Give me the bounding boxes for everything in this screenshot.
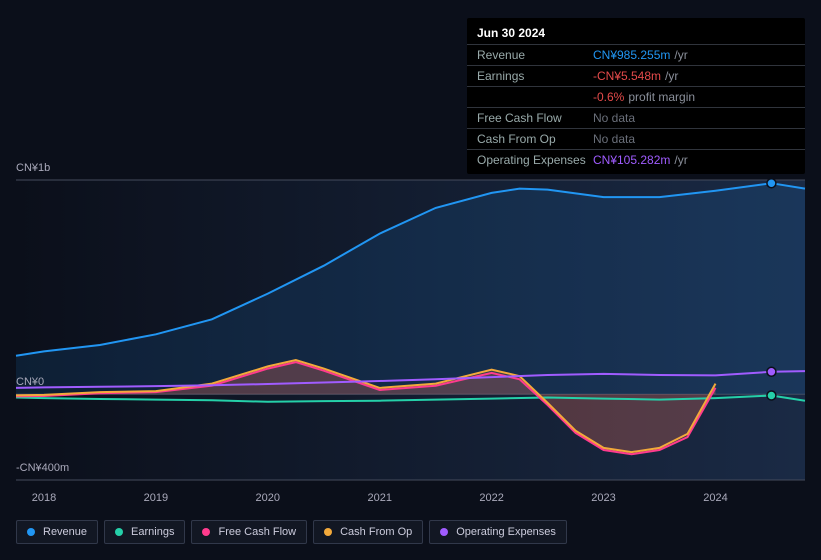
- tooltip-row: Operating ExpensesCN¥105.282m/yr: [467, 149, 805, 170]
- financials-chart[interactable]: [16, 180, 805, 480]
- y-axis-label: CN¥1b: [16, 162, 50, 174]
- x-axis-label: 2020: [256, 492, 280, 504]
- x-axis-label: 2023: [591, 492, 615, 504]
- tooltip-row: RevenueCN¥985.255m/yr: [467, 44, 805, 65]
- x-axis-label: 2022: [479, 492, 503, 504]
- legend-dot-icon: [202, 528, 210, 536]
- legend: Revenue Earnings Free Cash Flow Cash From O…: [16, 520, 567, 544]
- x-axis-label: 2019: [144, 492, 168, 504]
- legend-item-earnings[interactable]: Earnings: [104, 520, 185, 544]
- tooltip-row-label: Free Cash Flow: [477, 110, 593, 126]
- legend-item-revenue[interactable]: Revenue: [16, 520, 98, 544]
- legend-label: Earnings: [131, 526, 174, 538]
- x-axis-label: 2021: [367, 492, 391, 504]
- tooltip-row-value: CN¥985.255m/yr: [593, 47, 795, 63]
- tooltip-row-value: No data: [593, 131, 795, 147]
- legend-label: Cash From Op: [340, 526, 412, 538]
- x-axis: 2018 2019 2020 2021 2022 2023 2024: [16, 492, 805, 512]
- tooltip-row-label: Operating Expenses: [477, 152, 593, 168]
- tooltip-row: Cash From OpNo data: [467, 128, 805, 149]
- legend-label: Operating Expenses: [456, 526, 556, 538]
- legend-dot-icon: [27, 528, 35, 536]
- legend-item-free-cash-flow[interactable]: Free Cash Flow: [191, 520, 307, 544]
- legend-dot-icon: [115, 528, 123, 536]
- tooltip-row-value: CN¥105.282m/yr: [593, 152, 795, 168]
- tooltip-row: Free Cash FlowNo data: [467, 107, 805, 128]
- legend-dot-icon: [440, 528, 448, 536]
- tooltip-row-label: Earnings: [477, 68, 593, 84]
- legend-dot-icon: [324, 528, 332, 536]
- y-axis-label: -CN¥400m: [16, 462, 69, 474]
- tooltip-row-label: Revenue: [477, 47, 593, 63]
- tooltip-date: Jun 30 2024: [467, 24, 805, 44]
- tooltip-row-label: Cash From Op: [477, 131, 593, 147]
- x-axis-label: 2024: [703, 492, 727, 504]
- tooltip-row: -0.6%profit margin: [467, 86, 805, 107]
- legend-item-operating-expenses[interactable]: Operating Expenses: [429, 520, 567, 544]
- legend-label: Revenue: [43, 526, 87, 538]
- y-axis-label: CN¥0: [16, 376, 44, 388]
- legend-label: Free Cash Flow: [218, 526, 296, 538]
- tooltip-row: Earnings-CN¥5.548m/yr: [467, 65, 805, 86]
- x-axis-label: 2018: [32, 492, 56, 504]
- chart-tooltip: Jun 30 2024 RevenueCN¥985.255m/yrEarning…: [467, 18, 805, 174]
- tooltip-row-value: No data: [593, 110, 795, 126]
- legend-item-cash-from-op[interactable]: Cash From Op: [313, 520, 423, 544]
- tooltip-row-value: -CN¥5.548m/yr: [593, 68, 795, 84]
